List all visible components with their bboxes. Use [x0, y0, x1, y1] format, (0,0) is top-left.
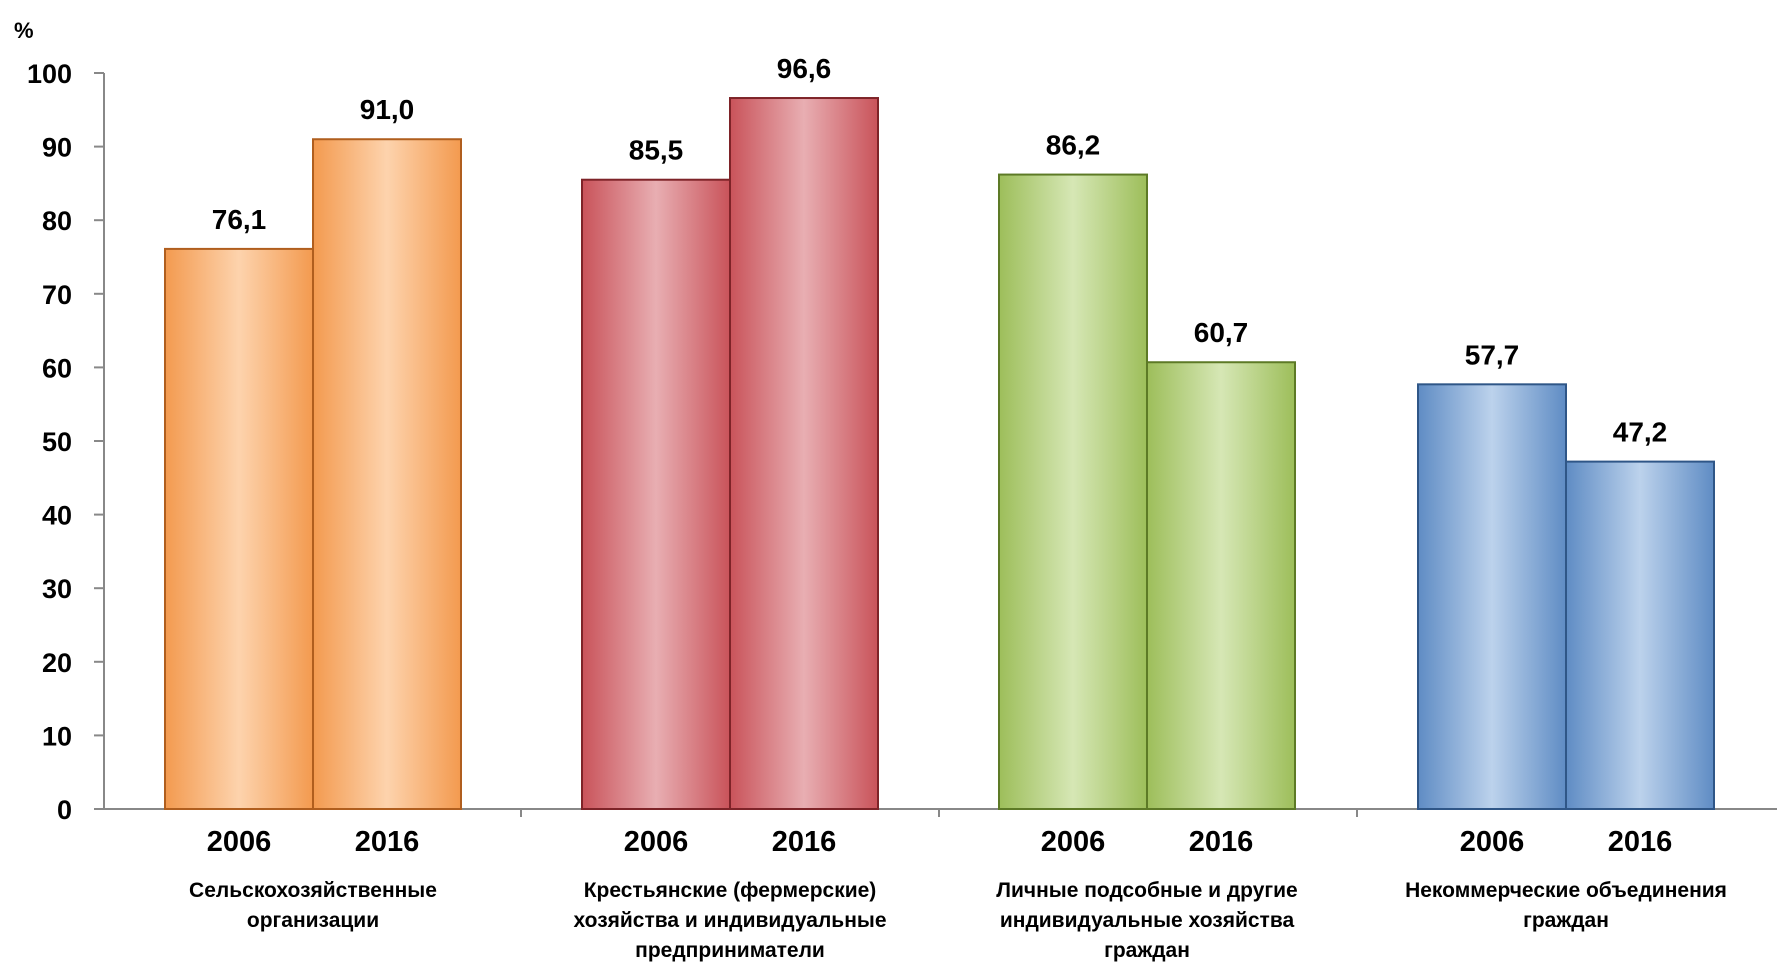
- x-year-label: 2006: [624, 826, 689, 858]
- bar: [998, 173, 1148, 810]
- x-year-label: 2016: [355, 826, 420, 858]
- x-axis: [104, 808, 1777, 817]
- x-category-label: Сельскохозяйственные: [189, 879, 437, 902]
- x-year-label: 2016: [772, 826, 837, 858]
- bar-value-label: 91,0: [360, 94, 415, 125]
- labels-layer: 76,1 2006 91,0 2016 Сельскохозяйственные орга…: [189, 53, 1727, 962]
- y-tick-label: 20: [42, 648, 72, 678]
- x-category-label: граждан: [1104, 939, 1190, 962]
- x-year-label: 2016: [1608, 826, 1673, 858]
- x-year-label: 2016: [1189, 826, 1254, 858]
- bar: [581, 178, 731, 811]
- y-tick-label: 80: [42, 206, 72, 236]
- x-year-label: 2006: [207, 826, 272, 858]
- bar: [1146, 361, 1296, 810]
- x-category-label: индивидуальные хозяйства: [1000, 909, 1295, 932]
- y-tick-label: 0: [57, 795, 72, 825]
- bar-value-label: 47,2: [1613, 417, 1668, 448]
- bar-value-label: 60,7: [1194, 317, 1249, 348]
- bar: [729, 97, 879, 811]
- y-tick-label: 100: [27, 59, 72, 89]
- y-tick-label: 70: [42, 280, 72, 310]
- x-category-label: Некоммерческие объединения: [1405, 879, 1727, 902]
- y-tick-label: 30: [42, 574, 72, 604]
- x-year-label: 2006: [1041, 826, 1106, 858]
- bar-value-label: 96,6: [777, 53, 832, 84]
- y-tick-label: 50: [42, 427, 72, 457]
- y-axis-unit-label: %: [14, 18, 34, 43]
- bar-value-label: 86,2: [1046, 130, 1101, 161]
- y-tick-label: 90: [42, 133, 72, 163]
- y-tick-label: 40: [42, 501, 72, 531]
- x-category-label: Крестьянские (фермерские): [584, 879, 877, 902]
- x-category-label: граждан: [1523, 909, 1609, 932]
- bar-value-label: 85,5: [629, 135, 684, 166]
- y-axis: 0 10 20 30 40 50 60 70 80 90 100: [27, 59, 105, 825]
- bars-layer: [164, 97, 1715, 811]
- bar: [312, 138, 462, 811]
- bar-value-label: 76,1: [212, 204, 267, 235]
- y-tick-label: 10: [42, 721, 72, 751]
- x-category-label: хозяйства и индивидуальные: [573, 909, 886, 932]
- y-tick-label: 60: [42, 353, 72, 383]
- bar: [1417, 383, 1567, 810]
- x-category-label: Личные подсобные и другие: [996, 879, 1298, 902]
- bar-value-label: 57,7: [1465, 339, 1520, 370]
- x-category-label: предприниматели: [635, 939, 825, 962]
- bar: [164, 247, 314, 811]
- bar: [1565, 460, 1715, 810]
- x-category-label: организации: [247, 909, 379, 932]
- x-year-label: 2006: [1460, 826, 1525, 858]
